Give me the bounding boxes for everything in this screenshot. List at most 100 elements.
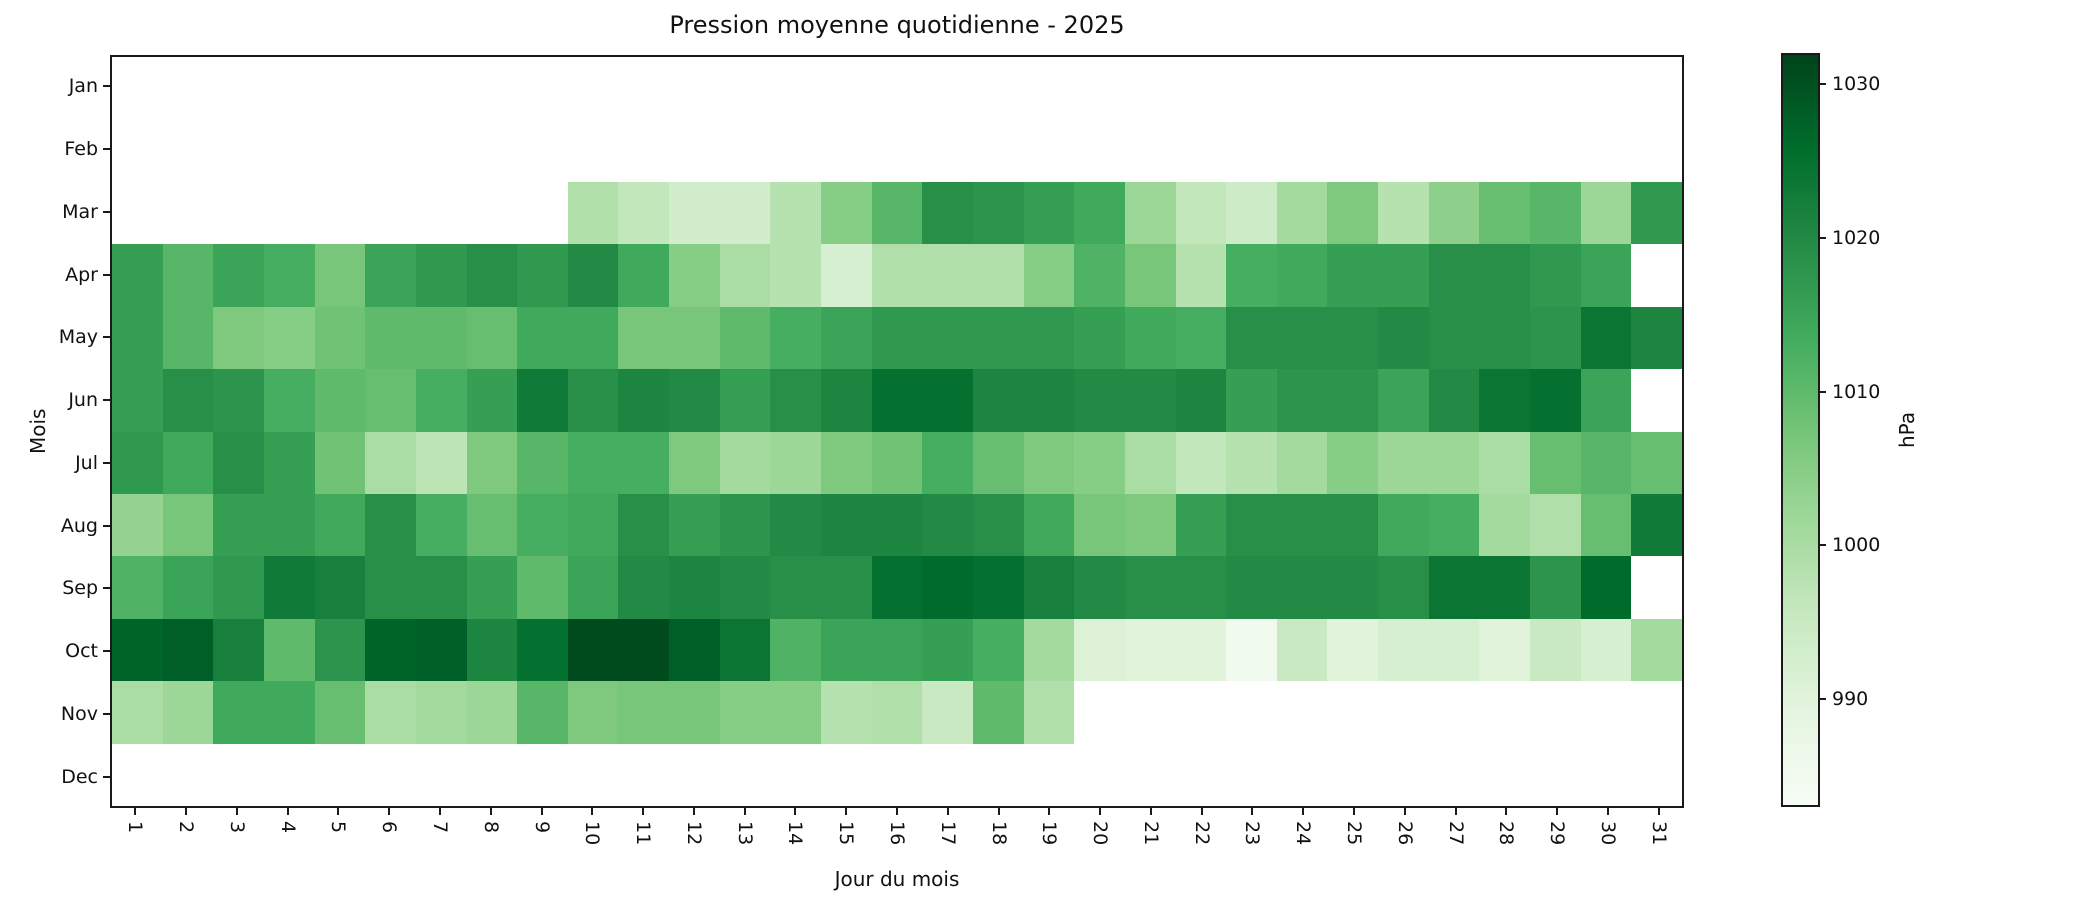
heatmap-cell bbox=[263, 681, 315, 744]
heatmap-cell bbox=[1124, 618, 1176, 682]
heatmap-cell bbox=[719, 681, 771, 744]
heatmap-cell bbox=[719, 493, 771, 557]
x-tick-label: 2 bbox=[175, 821, 198, 834]
y-tick-label: Sep bbox=[62, 577, 98, 600]
heatmap-cell bbox=[1428, 618, 1480, 682]
heatmap-cell bbox=[1327, 431, 1379, 494]
heatmap-cell bbox=[466, 431, 518, 494]
y-tick-mark bbox=[103, 712, 110, 715]
colorbar bbox=[1781, 53, 1820, 807]
heatmap-cell bbox=[112, 743, 163, 806]
heatmap-cell bbox=[1074, 493, 1125, 557]
heatmap-cell bbox=[1378, 743, 1429, 806]
heatmap-cell bbox=[1276, 493, 1328, 557]
x-tick-label: 13 bbox=[733, 821, 756, 846]
heatmap-cell bbox=[770, 181, 822, 245]
heatmap-cell bbox=[1023, 306, 1075, 370]
x-tick-mark bbox=[997, 808, 1000, 815]
heatmap-cell bbox=[821, 431, 872, 494]
heatmap-cell bbox=[1074, 369, 1125, 432]
y-tick-mark bbox=[103, 336, 110, 339]
heatmap-cell bbox=[263, 181, 315, 245]
heatmap-cell bbox=[922, 681, 973, 744]
heatmap-cell bbox=[162, 743, 214, 806]
y-tick-mark bbox=[103, 775, 110, 778]
x-tick-mark bbox=[235, 808, 238, 815]
x-tick-mark bbox=[794, 808, 797, 815]
heatmap-cell bbox=[1580, 743, 1632, 806]
heatmap-cell bbox=[1023, 493, 1075, 557]
heatmap-cell bbox=[1276, 57, 1328, 120]
heatmap-cell bbox=[1175, 244, 1227, 307]
heatmap-cell bbox=[922, 306, 973, 370]
heatmap-cell bbox=[1023, 431, 1075, 494]
heatmap-cell bbox=[213, 181, 264, 245]
heatmap-cell bbox=[1226, 618, 1277, 682]
heatmap-cell bbox=[1580, 618, 1632, 682]
heatmap-cell bbox=[719, 181, 771, 245]
heatmap-cell bbox=[112, 431, 163, 494]
heatmap-cell bbox=[1378, 57, 1429, 120]
heatmap-cell bbox=[213, 369, 264, 432]
heatmap-cell bbox=[1580, 681, 1632, 744]
heatmap-cell bbox=[1226, 57, 1277, 120]
heatmap-cell bbox=[922, 493, 973, 557]
heatmap-cell bbox=[719, 244, 771, 307]
heatmap-cell bbox=[1479, 556, 1531, 619]
x-tick-label: 11 bbox=[632, 821, 655, 846]
x-tick-mark bbox=[1606, 808, 1609, 815]
heatmap-cell bbox=[1580, 369, 1632, 432]
heatmap-cell bbox=[314, 556, 366, 619]
heatmap-cell bbox=[112, 493, 163, 557]
heatmap-cell bbox=[1074, 556, 1125, 619]
heatmap-cell bbox=[466, 181, 518, 245]
heatmap-cell bbox=[112, 244, 163, 307]
heatmap-cell bbox=[1479, 244, 1531, 307]
heatmap-cell bbox=[669, 119, 720, 182]
heatmap-cell bbox=[415, 743, 467, 806]
heatmap-cell bbox=[1530, 57, 1581, 120]
heatmap-cell bbox=[770, 743, 822, 806]
x-tick-label: 24 bbox=[1292, 821, 1315, 846]
y-tick-mark bbox=[103, 273, 110, 276]
heatmap-cell bbox=[1226, 306, 1277, 370]
heatmap-cell bbox=[1631, 493, 1682, 557]
heatmap-cell bbox=[972, 681, 1024, 744]
heatmap-cell bbox=[365, 618, 416, 682]
x-tick-mark bbox=[1302, 808, 1305, 815]
heatmap-cell bbox=[1479, 306, 1531, 370]
heatmap-cell bbox=[567, 306, 619, 370]
heatmap-cell bbox=[1479, 618, 1531, 682]
heatmap-cell bbox=[1124, 681, 1176, 744]
heatmap-cell bbox=[669, 369, 720, 432]
x-tick-mark bbox=[489, 808, 492, 815]
heatmap-cell bbox=[922, 181, 973, 245]
heatmap-cell bbox=[1226, 743, 1277, 806]
heatmap-cell bbox=[365, 306, 416, 370]
heatmap-cell bbox=[112, 57, 163, 120]
heatmap-cell bbox=[1378, 244, 1429, 307]
heatmap-cell bbox=[618, 369, 670, 432]
heatmap-cell bbox=[263, 556, 315, 619]
x-tick-label: 29 bbox=[1546, 821, 1569, 846]
x-tick-mark bbox=[388, 808, 391, 815]
heatmap-cell bbox=[821, 493, 872, 557]
y-tick-label: Jan bbox=[68, 75, 98, 98]
heatmap-cell bbox=[466, 618, 518, 682]
heatmap-cell bbox=[1124, 57, 1176, 120]
heatmap-cell bbox=[1074, 618, 1125, 682]
heatmap-cell bbox=[1530, 681, 1581, 744]
heatmap-cell bbox=[112, 681, 163, 744]
heatmap-cell bbox=[466, 119, 518, 182]
heatmap-cell bbox=[1530, 369, 1581, 432]
colorbar-tick-mark bbox=[1819, 236, 1826, 239]
heatmap-cell bbox=[1276, 431, 1328, 494]
heatmap-cell bbox=[770, 306, 822, 370]
heatmap-cell bbox=[466, 244, 518, 307]
heatmap-cell bbox=[821, 681, 872, 744]
heatmap-cell bbox=[1530, 306, 1581, 370]
heatmap-cell bbox=[567, 681, 619, 744]
heatmap-cell bbox=[1023, 743, 1075, 806]
heatmap-cell bbox=[517, 369, 568, 432]
